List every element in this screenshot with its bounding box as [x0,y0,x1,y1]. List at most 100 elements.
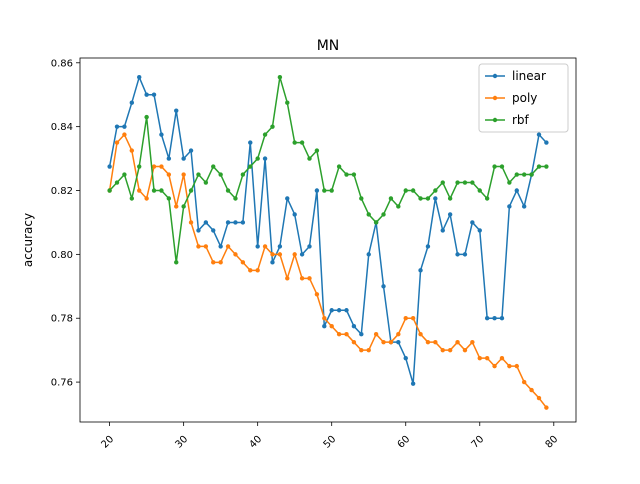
data-point-linear [203,220,209,225]
legend-label-poly: poly [512,91,537,105]
data-point-poly [351,339,357,345]
y-tick-label: 0.84 [51,122,73,133]
data-point-poly [373,331,379,337]
data-point-linear [240,220,246,225]
data-point-poly [203,244,209,249]
data-point-rbf [403,188,408,193]
data-point-linear [270,260,275,265]
data-point-poly [329,324,334,329]
data-point-linear [255,244,260,249]
y-tick-label: 0.86 [51,58,73,69]
data-point-linear [166,156,172,161]
data-point-linear [262,156,268,161]
data-point-poly [388,339,394,345]
data-point-linear [151,92,157,97]
data-point-rbf [248,164,253,169]
data-point-rbf [477,188,482,193]
data-point-rbf [174,260,179,265]
data-point-poly [166,172,172,177]
data-point-poly [344,331,349,337]
data-point-linear [462,252,468,257]
data-point-linear [514,188,519,193]
data-point-poly [255,268,260,273]
data-point-rbf [447,196,453,201]
legend-box [478,63,569,133]
data-point-linear [248,140,253,145]
data-point-rbf [159,188,164,193]
data-point-poly [499,355,505,361]
data-point-poly [403,316,408,321]
data-point-rbf [196,172,201,177]
data-point-linear [351,324,357,329]
data-point-poly [240,260,246,265]
data-point-poly [225,244,231,249]
data-point-rbf [299,140,305,145]
data-point-linear [544,140,549,145]
data-point-poly [262,244,268,249]
data-point-poly [440,347,445,353]
data-point-rbf [262,132,268,137]
data-point-poly [492,363,497,369]
data-point-linear [344,308,349,313]
legend-label-rbf: rbf [512,113,530,127]
data-point-rbf [151,188,157,193]
data-point-rbf [499,164,505,169]
data-point-poly [447,347,453,353]
data-point-linear [314,188,320,193]
legend-marker-rbf [492,117,498,123]
data-point-rbf [329,188,334,193]
data-point-linear [307,244,312,249]
y-tick-label: 0.82 [51,186,73,197]
data-point-linear [447,212,453,217]
data-point-rbf [433,188,438,193]
data-point-rbf [292,140,297,145]
data-point-linear [366,252,371,257]
y-tick-label: 0.80 [51,250,73,261]
data-point-linear [218,244,223,249]
data-point-linear [418,268,423,273]
data-point-linear [410,381,416,386]
data-point-poly [484,355,490,361]
data-point-poly [196,244,201,249]
data-point-linear [507,204,512,209]
data-point-linear [329,308,334,313]
data-point-poly [396,331,401,337]
data-point-rbf [270,124,275,129]
data-point-rbf [396,204,401,209]
data-point-linear [277,244,283,249]
data-point-poly [174,204,179,209]
data-point-linear [114,124,120,129]
data-point-linear [107,164,112,169]
y-axis: 0.76 0.78 0.80 0.82 0.84 0.86 [51,58,80,389]
data-point-poly [536,395,542,401]
data-point-linear [484,316,490,321]
data-point-linear [477,228,482,233]
data-point-linear [381,284,386,289]
data-point-poly [285,276,290,281]
data-point-poly [529,387,534,393]
data-point-poly [462,347,468,353]
data-point-rbf [129,196,135,201]
data-point-poly [433,339,438,345]
data-point-rbf [144,114,149,120]
data-point-rbf [114,180,120,185]
data-point-poly [159,164,164,169]
data-point-poly [544,405,549,410]
data-point-linear [174,108,179,113]
data-point-rbf [307,156,312,161]
data-point-poly [181,172,186,177]
data-point-rbf [440,180,445,185]
data-point-linear [359,331,364,337]
data-point-poly [233,252,238,257]
data-point-rbf [470,180,475,185]
data-point-linear [196,228,201,233]
data-point-rbf [255,156,260,161]
data-point-linear [396,339,401,345]
data-point-poly [211,260,216,265]
data-point-rbf [203,180,209,185]
data-point-poly [270,252,275,257]
data-point-poly [137,188,142,193]
data-point-linear [188,148,194,153]
data-point-rbf [492,164,497,169]
